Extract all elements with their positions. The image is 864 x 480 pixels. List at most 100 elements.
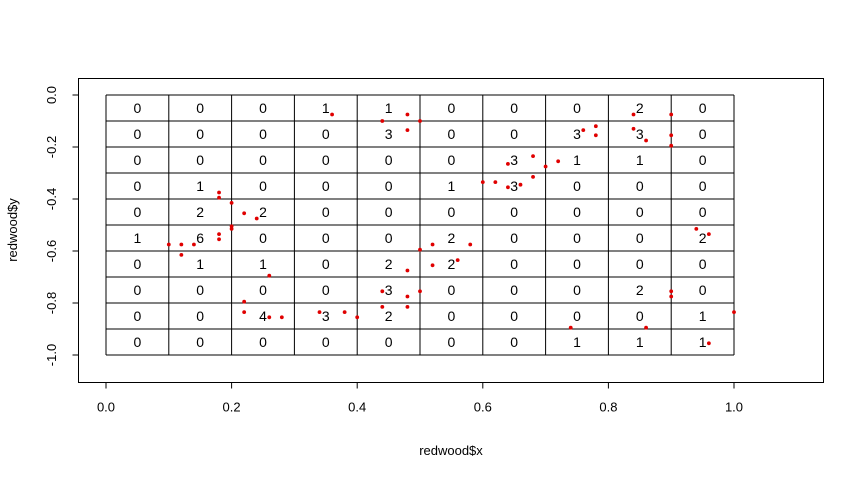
data-point (405, 268, 410, 273)
quadrat-count: 0 (636, 204, 644, 220)
quadrat-count: 1 (699, 334, 707, 350)
quadrat-count: 0 (699, 204, 707, 220)
quadrat-count: 0 (510, 204, 518, 220)
quadrat-count: 0 (510, 256, 518, 272)
data-point (506, 185, 510, 190)
quadrat-count: 0 (322, 334, 330, 350)
data-point (217, 190, 221, 195)
data-point (455, 258, 460, 262)
quadrat-count: 0 (322, 204, 330, 220)
quadrat-count: 0 (448, 152, 456, 168)
data-point (480, 180, 485, 185)
quadrat-count: 0 (196, 152, 204, 168)
quadrat-count: 0 (385, 152, 393, 168)
data-point (279, 315, 284, 320)
data-point (355, 315, 360, 320)
data-point (229, 224, 234, 229)
quadrat-count: 0 (699, 126, 707, 142)
quadrat-count: 0 (322, 282, 330, 298)
quadrat-count: 2 (448, 230, 456, 246)
data-point (217, 232, 221, 237)
quadrat-count: 0 (134, 334, 142, 350)
quadrat-count: 3 (322, 308, 330, 324)
y-tick-label: -1.0 (44, 344, 59, 366)
quadrat-count: 0 (259, 126, 267, 142)
data-point (217, 195, 221, 200)
data-point (556, 159, 561, 164)
quadrat-count: 1 (636, 334, 644, 350)
quadrat-count: 0 (699, 282, 707, 298)
data-point (593, 133, 598, 138)
quadrat-count: 1 (573, 152, 581, 168)
quadrat-count: 0 (510, 126, 518, 142)
data-point (267, 273, 272, 278)
data-point (242, 299, 247, 304)
data-point (669, 133, 674, 138)
quadrat-count: 0 (510, 308, 518, 324)
quadrat-count: 0 (573, 282, 581, 298)
y-tick-label: -0.2 (44, 136, 59, 158)
quadrat-count: 0 (510, 282, 518, 298)
quadrat-count: 2 (196, 204, 204, 220)
quadrat-count: 0 (196, 308, 204, 324)
quadrat-count: 0 (573, 178, 581, 194)
x-tick-label: 0.4 (348, 400, 366, 415)
quadrat-count: 0 (448, 100, 456, 116)
quadrat-count: 0 (385, 178, 393, 194)
quadrat-count: 0 (385, 230, 393, 246)
quadrat-count: 0 (573, 204, 581, 220)
x-tick-label: 0.8 (599, 400, 617, 415)
data-point (254, 216, 259, 221)
data-point (430, 242, 435, 247)
data-point (468, 242, 473, 247)
quadrat-count: 0 (448, 126, 456, 142)
data-point (631, 126, 636, 131)
quadrat-count: 0 (385, 204, 393, 220)
data-point (644, 325, 648, 330)
quadrat-count: 1 (322, 100, 330, 116)
quadrat-count: 0 (259, 334, 267, 350)
data-point (380, 305, 385, 309)
data-point (631, 112, 636, 117)
quadrat-count: 0 (196, 126, 204, 142)
quadrat-count: 0 (322, 152, 330, 168)
quadrat-count: 3 (385, 282, 393, 298)
quadrat-count: 0 (196, 282, 204, 298)
data-point (644, 138, 648, 143)
quadrat-count: 2 (259, 204, 267, 220)
quadrat-count: 0 (196, 100, 204, 116)
quadrat-count: 0 (259, 230, 267, 246)
data-point (330, 112, 334, 117)
data-point (217, 237, 221, 242)
data-point (732, 310, 736, 314)
quadrat-count: 0 (448, 308, 456, 324)
data-point (405, 112, 410, 117)
data-point (430, 263, 435, 268)
y-tick-label: 0.0 (44, 86, 59, 104)
quadrat-count: 0 (196, 334, 204, 350)
data-point (531, 154, 535, 159)
data-point (506, 162, 510, 166)
data-point (418, 289, 422, 294)
quadrat-count: 0 (134, 204, 142, 220)
y-tick-label: -0.6 (44, 240, 59, 262)
x-axis: 0.0 0.2 0.4 0.6 0.8 1.0 (97, 382, 743, 415)
x-tick-label: 0.6 (474, 400, 492, 415)
quadrat-count: 0 (259, 282, 267, 298)
quadrat-count: 0 (322, 230, 330, 246)
quadrat-count: 1 (385, 100, 393, 116)
data-point (166, 242, 171, 247)
data-point (518, 182, 523, 187)
data-point (493, 180, 498, 185)
quadrat-count: 1 (448, 178, 456, 194)
quadrat-count: 0 (573, 100, 581, 116)
quadrat-count: 0 (636, 308, 644, 324)
y-axis: 0.0 -0.2 -0.4 -0.6 -0.8 -1.0 (44, 86, 79, 366)
data-point (229, 201, 234, 205)
quadrat-count: 0 (636, 178, 644, 194)
quadrat-count: 0 (510, 334, 518, 350)
quadrat-count: 3 (636, 126, 644, 142)
quadrat-count: 0 (573, 256, 581, 272)
data-point (706, 341, 711, 346)
